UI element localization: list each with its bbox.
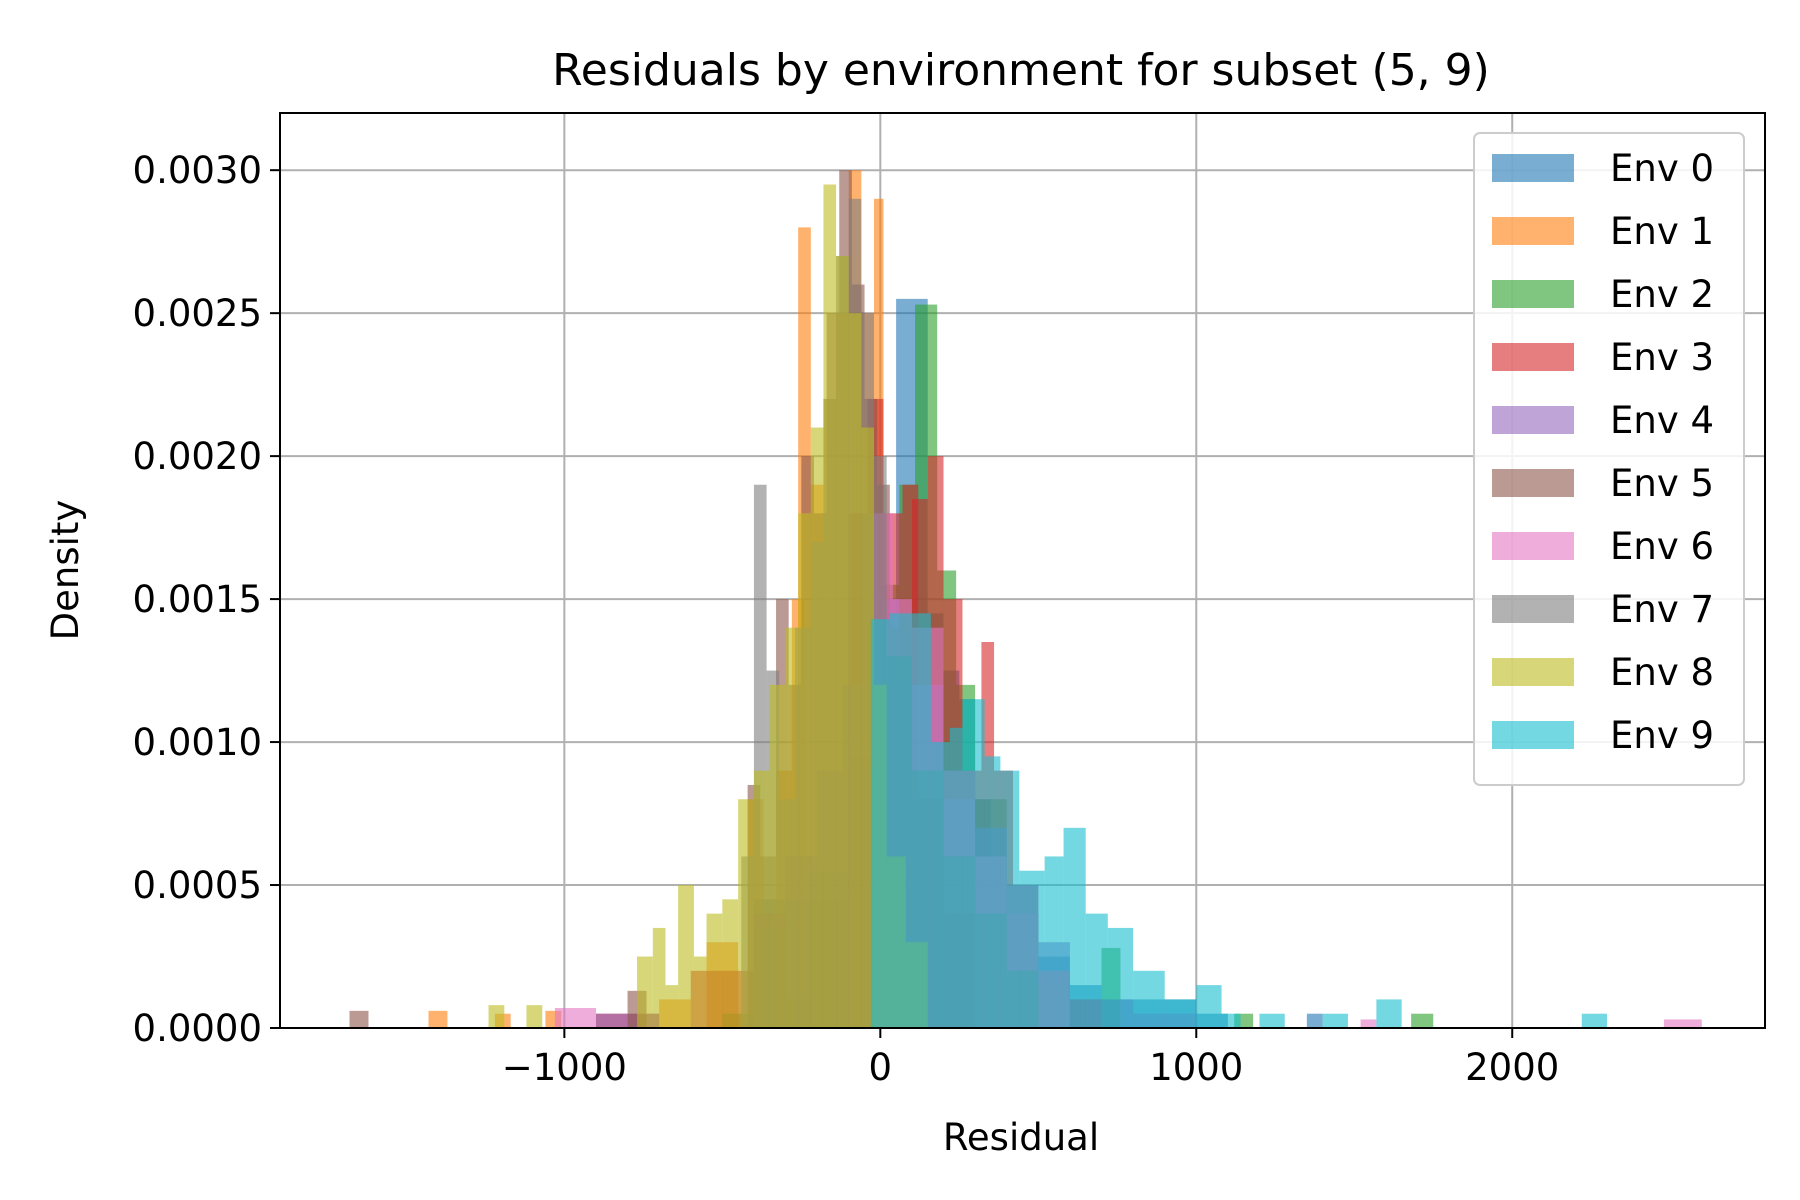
- histogram-bar: [526, 1005, 543, 1028]
- axis-ticks: −1000 0 1000 2000 0.0000 0.0005 0.0010 0.0015 0.…: [133, 149, 1560, 1089]
- histogram-bar: [1085, 913, 1108, 1028]
- legend-swatch: [1492, 658, 1574, 686]
- histogram-bar: [848, 313, 862, 1028]
- histogram-bar: [1411, 1013, 1434, 1028]
- legend-label: Env 4: [1610, 399, 1714, 442]
- histogram-bar: [1221, 1013, 1241, 1028]
- y-tick-label: 0.0015: [133, 578, 262, 621]
- y-axis-label: Density: [44, 500, 87, 641]
- y-tick-label: 0.0005: [133, 864, 262, 907]
- histogram-bars: [349, 170, 1702, 1028]
- x-axis-label: Residual: [943, 1116, 1099, 1159]
- histogram-bar: [706, 913, 723, 1028]
- histogram-bar: [984, 756, 1001, 1028]
- histogram-bar: [1581, 1013, 1608, 1028]
- legend-swatch: [1492, 595, 1574, 623]
- histogram-bar: [693, 956, 707, 1028]
- histogram-bar: [810, 427, 824, 1028]
- histogram-bar: [1164, 999, 1197, 1028]
- legend-label: Env 3: [1610, 336, 1714, 379]
- histogram-bar: [428, 1010, 448, 1028]
- histogram-bar: [1107, 927, 1134, 1028]
- histogram-bar: [823, 184, 837, 1028]
- histogram-bar: [1000, 770, 1020, 1028]
- histogram-bar: [1376, 999, 1402, 1028]
- series-env-9: [870, 613, 1608, 1028]
- histogram-bar: [488, 1005, 505, 1028]
- histogram-bar: [637, 956, 653, 1028]
- legend-swatch: [1492, 280, 1574, 308]
- histogram-bar: [753, 770, 770, 1028]
- x-tick-label: 0: [869, 1046, 893, 1089]
- legend-swatch: [1492, 532, 1574, 560]
- histogram-bar: [738, 799, 754, 1028]
- legend-label: Env 0: [1610, 147, 1714, 190]
- histogram-bar: [1133, 970, 1165, 1028]
- y-tick-label: 0.0020: [133, 435, 262, 478]
- histogram-bar: [870, 619, 890, 1028]
- legend-swatch: [1492, 469, 1574, 497]
- histogram-bar: [785, 627, 799, 1028]
- histogram-bar: [769, 684, 786, 1028]
- y-tick-label: 0.0010: [133, 721, 262, 764]
- legend-label: Env 8: [1610, 651, 1714, 694]
- x-tick-label: −1000: [502, 1046, 627, 1089]
- x-tick-label: 2000: [1465, 1046, 1559, 1089]
- histogram-bar: [949, 727, 963, 1028]
- histogram-bar: [652, 927, 666, 1028]
- histogram-bar: [1306, 1013, 1323, 1028]
- x-tick-label: 1000: [1149, 1046, 1243, 1089]
- histogram-bar: [1360, 1019, 1377, 1028]
- legend-label: Env 7: [1610, 588, 1714, 631]
- histogram-bar: [1044, 856, 1064, 1028]
- histogram-bar: [889, 613, 931, 1028]
- legend-swatch: [1492, 343, 1574, 371]
- legend-label: Env 5: [1610, 462, 1714, 505]
- histogram-bar: [665, 985, 679, 1028]
- histogram-bar: [1322, 1013, 1348, 1028]
- histogram-bar: [1019, 870, 1045, 1028]
- histogram-bar: [577, 1007, 596, 1028]
- y-tick-label: 0.0000: [133, 1007, 262, 1050]
- histogram-bar: [349, 1010, 369, 1028]
- histogram-bar: [836, 255, 849, 1028]
- legend-swatch: [1492, 721, 1574, 749]
- y-tick-label: 0.0030: [133, 149, 262, 192]
- legend-label: Env 1: [1610, 210, 1714, 253]
- histogram-bar: [962, 699, 985, 1028]
- legend-swatch: [1492, 406, 1574, 434]
- legend-label: Env 9: [1610, 714, 1714, 757]
- histogram-bar: [1663, 1019, 1702, 1028]
- histogram-bar: [722, 899, 739, 1028]
- histogram-bar: [930, 742, 950, 1028]
- histogram-bar: [1259, 1013, 1285, 1028]
- legend-label: Env 6: [1610, 525, 1714, 568]
- histogram-bar: [798, 513, 811, 1028]
- histogram-bar: [1063, 827, 1086, 1028]
- chart-title: Residuals by environment for subset (5, …: [552, 45, 1490, 96]
- legend-swatch: [1492, 154, 1574, 182]
- plot-frame: [279, 112, 1766, 1029]
- y-tick-label: 0.0025: [133, 292, 262, 335]
- legend-swatch: [1492, 217, 1574, 245]
- histogram-bar: [554, 1007, 577, 1028]
- histogram-bar: [1196, 985, 1222, 1028]
- histogram-bar: [678, 885, 694, 1028]
- legend: Env 0 Env 1 Env 2 Env 3 Env 4 Env 5 Env 6 Env 7…: [1473, 132, 1745, 786]
- legend-label: Env 2: [1610, 273, 1714, 316]
